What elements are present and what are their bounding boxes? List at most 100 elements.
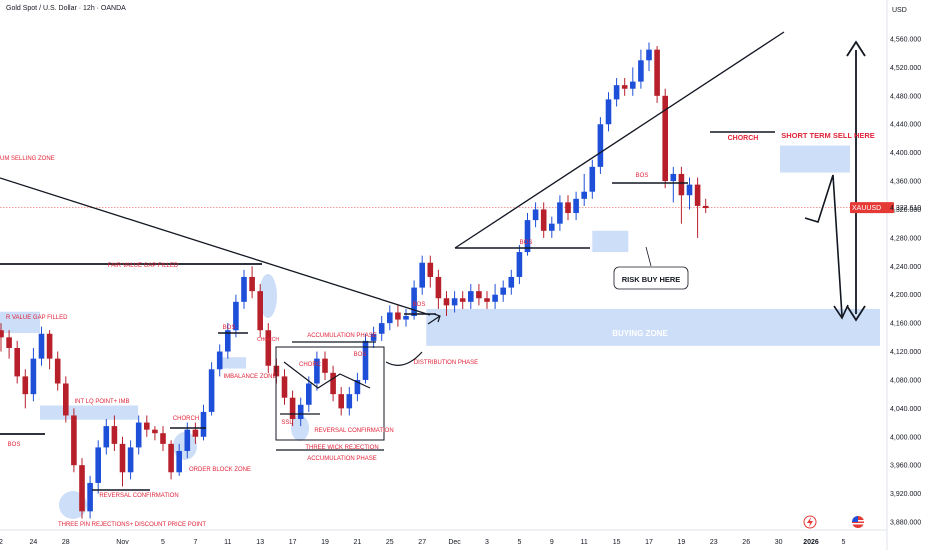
candle — [241, 269, 247, 309]
breakout-arrow[interactable] — [427, 313, 441, 325]
price-tick-label: 4,040.000 — [890, 406, 921, 413]
time-tick-label: 5 — [161, 539, 165, 546]
candle — [322, 351, 328, 380]
price-tick-label: 4,280.000 — [890, 235, 921, 242]
sell-zone[interactable] — [780, 145, 850, 173]
time-tick-label: 9 — [550, 539, 554, 546]
projection-path[interactable] — [804, 174, 843, 317]
bos-dec-high-label: BOS — [636, 173, 649, 179]
candle — [30, 347, 37, 402]
time-tick-label: 19 — [678, 539, 686, 546]
bos-left-label: BOS — [8, 442, 21, 448]
time-tick-label: 27 — [418, 539, 426, 546]
chorch-oval-zone[interactable] — [259, 274, 277, 318]
candle — [362, 333, 369, 384]
time-tick-label: 28 — [62, 539, 70, 546]
candle — [581, 173, 587, 206]
candle — [484, 291, 490, 309]
price-tick-label: 4,480.000 — [890, 93, 921, 100]
price-tick-label: 4,080.000 — [890, 377, 921, 384]
fvg-left-zone[interactable] — [0, 311, 40, 334]
candle — [168, 440, 174, 480]
candle — [589, 159, 596, 199]
candle — [573, 191, 579, 221]
candle — [597, 117, 604, 174]
candle — [71, 408, 77, 473]
candle — [411, 280, 417, 320]
bos-dec-label: BOS — [520, 240, 533, 246]
risk-buy-callout[interactable] — [613, 266, 689, 290]
time-tick-label: 11 — [224, 539, 231, 546]
price-tick-label: 4,400.000 — [890, 150, 921, 157]
candle — [265, 323, 272, 373]
price-tick-label: 3,960.000 — [890, 463, 921, 470]
rising-trendline[interactable] — [454, 31, 785, 249]
candle — [176, 443, 182, 476]
distribution-arrow[interactable] — [385, 351, 423, 366]
candle — [492, 284, 498, 309]
price-tag-symbol: XAUUSD — [852, 205, 881, 212]
range-arrow-down-head[interactable] — [846, 305, 866, 322]
projection-arrow-head[interactable] — [833, 304, 849, 320]
imbalance-zone[interactable] — [218, 357, 246, 369]
fvg-filled-left-label: R VALUE GAP FILLED — [6, 315, 68, 321]
candle — [127, 440, 134, 480]
accumulation-wave[interactable] — [283, 361, 371, 389]
candle — [646, 42, 652, 71]
candle — [46, 330, 53, 370]
candle — [225, 323, 231, 359]
time-tick-label: 24 — [30, 539, 38, 546]
candle — [638, 49, 644, 89]
candle — [670, 166, 677, 203]
candle — [540, 202, 547, 238]
candle — [257, 284, 263, 338]
accumulation-bottom-label: ACCUMULATION PHASE — [307, 456, 377, 462]
candle — [216, 344, 223, 377]
currency-label: USD — [892, 7, 907, 14]
accumulation-box[interactable] — [275, 346, 385, 441]
candle — [678, 166, 685, 224]
price-tag-value: 4,322.610 — [890, 205, 921, 212]
ssl-zone[interactable] — [291, 415, 309, 441]
price-tick-label: 4,160.000 — [890, 321, 921, 328]
candle — [613, 78, 620, 107]
reversal-confirmation-mid-label: REVERSAL CONFIRMATION — [314, 428, 393, 434]
candle — [621, 78, 628, 96]
three-wick-label: THREE WICK REJECTION — [305, 445, 378, 451]
bos-nov-label: BOS — [223, 325, 236, 331]
bos-dist-label: BOS — [413, 302, 426, 308]
time-tick-label: 5 — [841, 539, 845, 546]
price-tick-label: 3,920.000 — [890, 491, 921, 498]
int-lq-zone[interactable] — [40, 405, 138, 420]
candle — [451, 291, 458, 313]
price-tick-label: 4,200.000 — [890, 292, 921, 299]
order-block-label: ORDER BLOCK ZONE — [189, 467, 251, 473]
time-tick-label: 26 — [742, 539, 750, 546]
time-tick-label: 5 — [517, 539, 521, 546]
candle — [314, 351, 320, 391]
us-flag-icon[interactable] — [852, 516, 864, 528]
candle — [694, 177, 701, 238]
candle — [435, 269, 442, 309]
time-axis: 2 24 28 Nov 5 7 11 13 17 19 21 25 27 Dec 3 5 9 11 15 17 19 23… — [0, 539, 845, 546]
range-arrow-up-head[interactable] — [846, 40, 866, 57]
candle — [87, 475, 93, 519]
candle — [54, 351, 61, 391]
reversal-confirmation-low-label: REVERSAL CONFIRMATION — [99, 493, 178, 499]
candle — [152, 426, 158, 441]
risk-buy-zone[interactable] — [592, 230, 629, 253]
ssl-label: SSL — [281, 420, 293, 426]
buying-zone[interactable] — [426, 308, 880, 346]
price-tick-label: 4,320.000 — [890, 207, 921, 214]
lightning-icon[interactable] — [803, 515, 817, 529]
risk-buy-pointer — [645, 246, 652, 267]
falling-trendline[interactable] — [0, 177, 431, 316]
candle — [6, 330, 12, 359]
candle — [79, 458, 85, 519]
candle — [330, 365, 336, 402]
candle — [63, 376, 69, 423]
time-tick-label: 13 — [256, 539, 264, 546]
candle — [532, 202, 539, 228]
chorch-mid-label: CHORC — [299, 362, 322, 368]
